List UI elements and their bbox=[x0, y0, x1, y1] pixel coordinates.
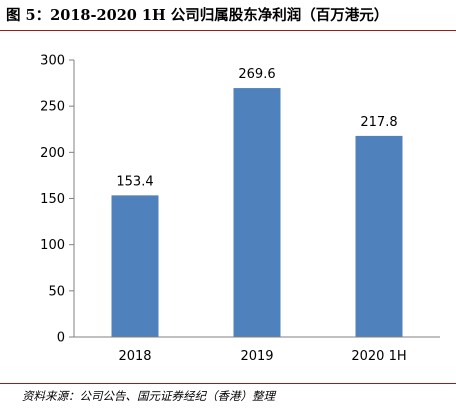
x-tick-label: 2020 1H bbox=[351, 349, 406, 364]
bars: 153.4 269.6 217.8 bbox=[111, 67, 403, 337]
y-tick-label: 200 bbox=[40, 146, 65, 161]
bar bbox=[355, 135, 403, 337]
data-label: 269.6 bbox=[238, 67, 275, 82]
source-note: 资料来源：公司公告、国元证券经纪（香港）整理 bbox=[22, 389, 275, 403]
y-tick-label: 50 bbox=[48, 284, 65, 299]
bar bbox=[111, 195, 159, 337]
figure-title: 图 5：2018-2020 1H 公司归属股东净利润（百万港元） bbox=[6, 7, 389, 24]
y-tick-label: 150 bbox=[40, 192, 65, 207]
x-axis: 2018 2019 2020 1H bbox=[74, 336, 440, 364]
y-axis: 0 50 100 150 200 250 300 bbox=[40, 54, 75, 346]
source-divider bbox=[0, 383, 456, 384]
x-tick-label: 2019 bbox=[240, 349, 273, 364]
data-label: 153.4 bbox=[116, 174, 153, 189]
x-tick-label: 2018 bbox=[118, 349, 151, 364]
y-tick-label: 0 bbox=[57, 331, 65, 346]
y-tick-label: 250 bbox=[40, 100, 65, 115]
y-tick-label: 100 bbox=[40, 238, 65, 253]
y-tick-label: 300 bbox=[40, 54, 65, 69]
bar bbox=[233, 88, 281, 337]
data-label: 217.8 bbox=[360, 115, 397, 130]
title-divider bbox=[0, 30, 456, 31]
